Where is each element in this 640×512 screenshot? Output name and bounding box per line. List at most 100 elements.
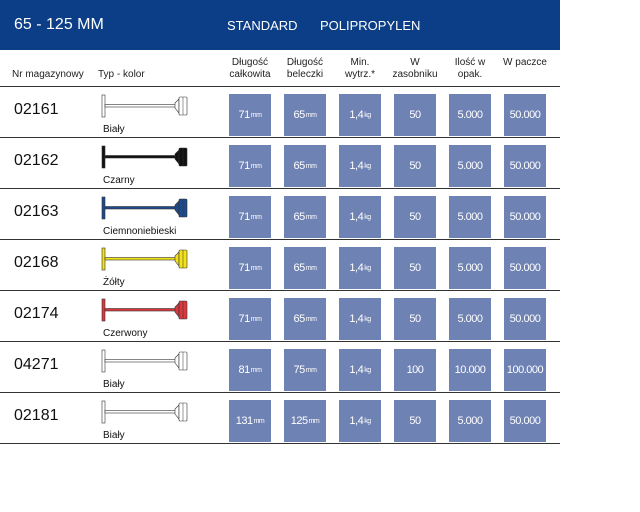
value-cell-total: 71 mm xyxy=(229,196,271,238)
value-cell-carton: 50.000 xyxy=(504,298,546,340)
value-cell-carton: 50.000 xyxy=(504,145,546,187)
unit-label: mm xyxy=(250,264,262,272)
cell-value: 131 xyxy=(235,415,253,427)
cell-value: 1,4 xyxy=(349,262,364,274)
col-header-magazine: W zasobniku xyxy=(392,57,438,80)
col-header-bar-length: Długość beleczki xyxy=(286,57,324,80)
tag-pin-icon xyxy=(101,94,188,118)
cell-value: 50.000 xyxy=(509,160,541,172)
cell-value: 65 xyxy=(293,313,306,325)
cell-value: 5.000 xyxy=(457,160,483,172)
col-header-type: Typ - kolor xyxy=(98,69,145,80)
value-cell-total: 131 mm xyxy=(229,400,271,442)
table-row: 02162 Czarny 71 mm 65 mm 1,4 kg 50 5.000 50.000 xyxy=(0,138,560,188)
cell-value: 10.000 xyxy=(454,364,486,376)
unit-label: kg xyxy=(364,111,371,119)
value-cell-total: 71 mm xyxy=(229,247,271,289)
value-cell-magazine: 100 xyxy=(394,349,436,391)
value-cell-pack: 5.000 xyxy=(449,94,491,136)
value-cell-strength: 1,4 kg xyxy=(339,145,381,187)
color-name: Biały xyxy=(103,379,125,390)
value-cell-pack: 5.000 xyxy=(449,400,491,442)
color-name: Czarny xyxy=(103,175,135,186)
cell-value: 1,4 xyxy=(349,313,364,325)
cell-value: 50.000 xyxy=(509,262,541,274)
value-cell-magazine: 50 xyxy=(394,400,436,442)
col-header-strength: Min. wytrz.* xyxy=(345,57,375,80)
value-cell-magazine: 50 xyxy=(394,298,436,340)
cell-value: 1,4 xyxy=(349,364,364,376)
cell-value: 50.000 xyxy=(509,109,541,121)
unit-label: kg xyxy=(364,162,371,170)
value-cell-total: 71 mm xyxy=(229,94,271,136)
value-cell-total: 71 mm xyxy=(229,298,271,340)
value-cell-carton: 50.000 xyxy=(504,247,546,289)
cell-value: 71 xyxy=(238,160,251,172)
item-number: 02162 xyxy=(14,152,59,169)
table-row: 02161 Biały 71 mm 65 mm 1,4 kg 50 5.000 50.000 xyxy=(0,87,560,137)
cell-value: 5.000 xyxy=(457,313,483,325)
cell-value: 81 xyxy=(238,364,251,376)
value-cell-pack: 5.000 xyxy=(449,196,491,238)
item-number: 02174 xyxy=(14,305,59,322)
col-header-total-length: Długość całkowita xyxy=(229,57,271,80)
divider xyxy=(0,392,560,393)
table-row: 02168 Żółty 71 mm 65 mm 1,4 kg 50 5.000 50.000 xyxy=(0,240,560,290)
cell-value: 50.000 xyxy=(509,415,541,427)
cell-value: 50 xyxy=(409,313,421,325)
unit-label: mm xyxy=(305,162,317,170)
col-header-pack: Ilość w opak. xyxy=(454,57,486,80)
cell-value: 1,4 xyxy=(349,109,364,121)
cell-value: 65 xyxy=(293,211,306,223)
value-cell-bar: 125 mm xyxy=(284,400,326,442)
value-cell-carton: 50.000 xyxy=(504,94,546,136)
color-name: Żółty xyxy=(103,277,125,288)
cell-value: 1,4 xyxy=(349,211,364,223)
value-cell-total: 71 mm xyxy=(229,145,271,187)
unit-label: kg xyxy=(364,213,371,221)
unit-label: mm xyxy=(308,417,320,425)
value-cell-carton: 100.000 xyxy=(504,349,546,391)
item-number: 02181 xyxy=(14,407,59,424)
cell-value: 5.000 xyxy=(457,211,483,223)
value-cell-magazine: 50 xyxy=(394,247,436,289)
cell-value: 50 xyxy=(409,160,421,172)
size-range-title: 65 - 125 MM xyxy=(14,16,104,33)
cell-value: 71 xyxy=(238,211,251,223)
unit-label: mm xyxy=(250,213,262,221)
value-cell-magazine: 50 xyxy=(394,196,436,238)
table-row: 02163 Ciemnoniebieski 71 mm 65 mm 1,4 kg 50 5.00… xyxy=(0,189,560,239)
value-cell-strength: 1,4 kg xyxy=(339,94,381,136)
value-cell-bar: 65 mm xyxy=(284,196,326,238)
table-row: 02181 Biały 131 mm 125 mm 1,4 kg 50 5.000 50.000 xyxy=(0,393,560,443)
color-name: Czerwony xyxy=(103,328,148,339)
value-cell-total: 81 mm xyxy=(229,349,271,391)
item-number: 02163 xyxy=(14,203,59,220)
value-cell-magazine: 50 xyxy=(394,94,436,136)
unit-label: mm xyxy=(305,315,317,323)
divider xyxy=(0,341,560,342)
value-cell-pack: 5.000 xyxy=(449,247,491,289)
cell-value: 50 xyxy=(409,415,421,427)
cell-value: 100 xyxy=(406,364,424,376)
cell-value: 1,4 xyxy=(349,415,364,427)
divider xyxy=(0,290,560,291)
standard-label: STANDARD xyxy=(227,18,298,33)
cell-value: 125 xyxy=(290,415,308,427)
cell-value: 5.000 xyxy=(457,109,483,121)
cell-value: 50 xyxy=(409,211,421,223)
divider xyxy=(0,239,560,240)
unit-label: mm xyxy=(250,366,262,374)
header-band: 65 - 125 MM STANDARD POLIPROPYLEN xyxy=(0,0,560,50)
value-cell-bar: 65 mm xyxy=(284,298,326,340)
tag-pin-icon xyxy=(101,400,188,424)
unit-label: mm xyxy=(250,111,262,119)
unit-label: mm xyxy=(305,264,317,272)
color-name: Ciemnoniebieski xyxy=(103,226,177,237)
tag-pin-icon xyxy=(101,349,188,373)
cell-value: 65 xyxy=(293,262,306,274)
value-cell-strength: 1,4 kg xyxy=(339,298,381,340)
cell-value: 50.000 xyxy=(509,211,541,223)
divider xyxy=(0,443,560,444)
col-header-carton: W paczce xyxy=(503,57,547,68)
